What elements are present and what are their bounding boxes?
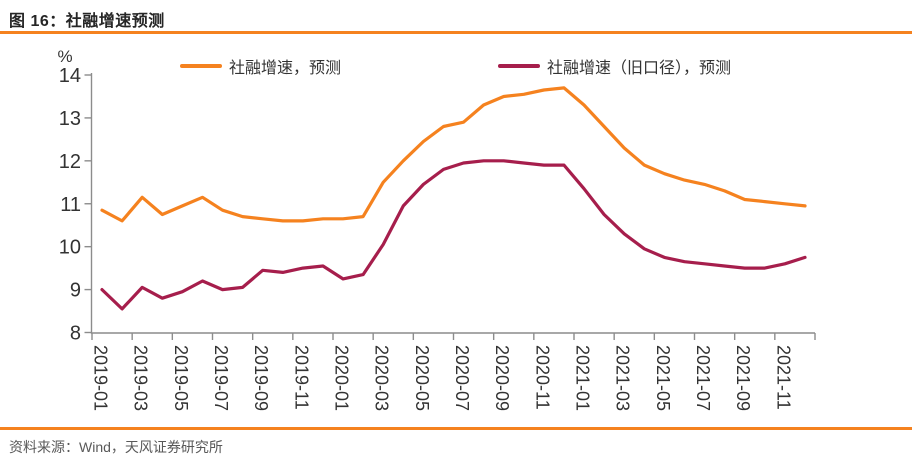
legend-item-sf-growth-old: 社融增速（旧口径），预测 <box>498 56 732 77</box>
legend-label-sf-growth: 社融增速，预测 <box>229 60 342 77</box>
series-line-sf-growth-old <box>100 159 807 311</box>
x-tick-label: 2019-07 <box>211 345 231 411</box>
x-tick-label: 2021-11 <box>773 345 793 410</box>
y-tick-label: 11 <box>60 194 81 216</box>
y-tick-label: 8 <box>70 323 81 345</box>
x-tick-label: 2020-07 <box>452 345 472 411</box>
legend-label-sf-growth-old: 社融增速（旧口径），预测 <box>547 60 732 77</box>
legend-swatch-sf-growth <box>180 64 222 68</box>
x-tick-label: 2019-09 <box>251 345 271 411</box>
x-tick-label: 2019-05 <box>171 345 191 411</box>
series-line-sf-growth <box>100 86 807 223</box>
y-tick-label: 13 <box>59 108 81 130</box>
x-tick-label: 2021-07 <box>693 345 713 411</box>
legend-item-sf-growth: 社融增速，预测 <box>180 56 342 77</box>
y-axis-unit-label: % <box>57 47 73 66</box>
y-tick-label: 9 <box>70 280 81 302</box>
legend-swatch-sf-growth-old <box>498 64 540 68</box>
top-accent-rule <box>0 31 912 34</box>
x-tick-label: 2019-01 <box>91 345 111 411</box>
y-tick-label: 10 <box>59 237 81 259</box>
axis-lines <box>90 73 815 334</box>
chart-title: 图 16：社融增速预测 <box>9 13 165 30</box>
x-tick-label: 2021-05 <box>653 345 673 411</box>
x-tick-label: 2021-01 <box>573 345 593 411</box>
x-tick-label: 2021-03 <box>613 345 633 411</box>
source-note: 资料来源：Wind，天风证券研究所 <box>9 439 223 455</box>
x-tick-label: 2020-05 <box>412 345 432 411</box>
x-tick-label: 2021-09 <box>733 345 753 411</box>
x-tick-label: 2020-09 <box>492 345 512 411</box>
bottom-accent-rule <box>0 427 912 430</box>
y-tick-label: 14 <box>59 65 81 87</box>
x-tick-label: 2020-11 <box>532 345 552 410</box>
x-tick-label: 2019-03 <box>131 345 151 411</box>
x-tick-label: 2020-01 <box>332 345 352 411</box>
y-tick-label: 12 <box>59 151 81 173</box>
x-tick-label: 2019-11 <box>291 345 311 410</box>
x-tick-label: 2020-03 <box>372 345 392 411</box>
